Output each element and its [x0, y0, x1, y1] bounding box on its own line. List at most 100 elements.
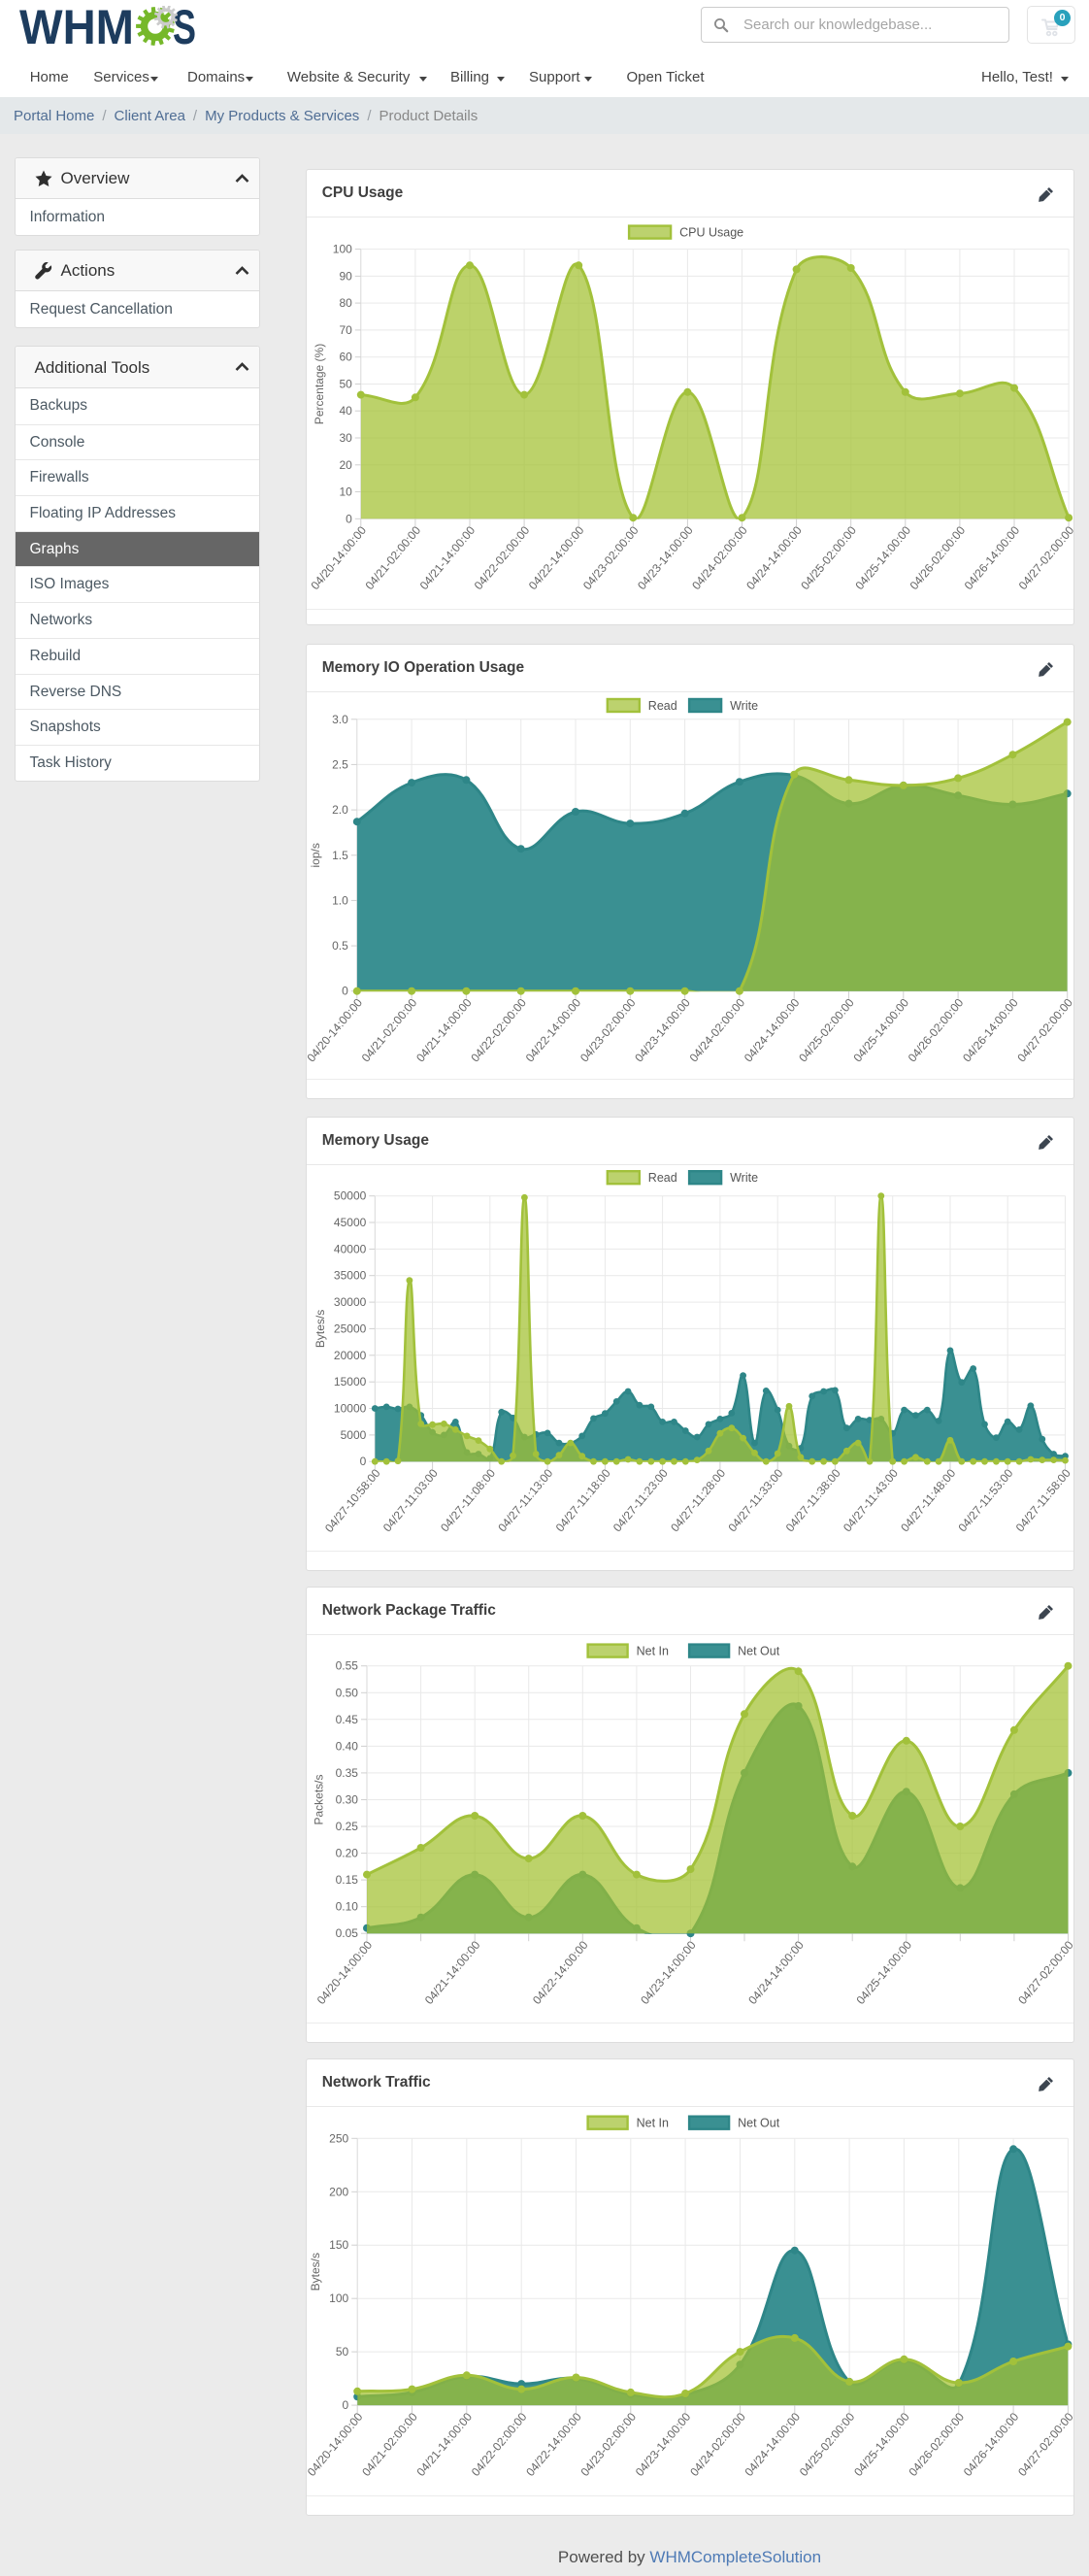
- svg-text:04/24-14:00:00: 04/24-14:00:00: [742, 2409, 803, 2478]
- svg-text:04/27-11:08:00: 04/27-11:08:00: [438, 1466, 498, 1534]
- svg-text:04/26-14:00:00: 04/26-14:00:00: [960, 995, 1021, 1064]
- svg-text:04/27-10:58:00: 04/27-10:58:00: [322, 1466, 383, 1535]
- svg-text:04/27-11:48:00: 04/27-11:48:00: [898, 1466, 958, 1534]
- svg-text:Write: Write: [730, 1171, 758, 1185]
- svg-text:04/20-14:00:00: 04/20-14:00:00: [308, 523, 369, 592]
- svg-text:30: 30: [339, 431, 352, 445]
- svg-text:04/22-14:00:00: 04/22-14:00:00: [523, 2409, 584, 2478]
- svg-text:04/20-14:00:00: 04/20-14:00:00: [314, 1938, 375, 2007]
- svg-text:04/24-02:00:00: 04/24-02:00:00: [687, 2409, 748, 2478]
- svg-text:50000: 50000: [334, 1188, 367, 1202]
- svg-text:20: 20: [339, 458, 352, 472]
- svg-text:04/27-11:03:00: 04/27-11:03:00: [380, 1466, 441, 1534]
- svg-text:04/25-02:00:00: 04/25-02:00:00: [796, 995, 857, 1064]
- svg-text:Net Out: Net Out: [738, 1645, 780, 1658]
- svg-text:10: 10: [339, 485, 352, 499]
- svg-text:iop/s: iop/s: [309, 843, 322, 867]
- svg-text:04/24-02:00:00: 04/24-02:00:00: [686, 995, 747, 1064]
- svg-text:04/24-14:00:00: 04/24-14:00:00: [743, 523, 805, 592]
- svg-text:04/23-14:00:00: 04/23-14:00:00: [635, 523, 696, 592]
- svg-text:04/27-11:28:00: 04/27-11:28:00: [668, 1466, 728, 1534]
- svg-text:70: 70: [339, 323, 352, 337]
- svg-text:50: 50: [339, 378, 352, 391]
- svg-text:04/27-11:23:00: 04/27-11:23:00: [610, 1466, 671, 1534]
- svg-text:Bytes/s: Bytes/s: [309, 2253, 322, 2291]
- svg-text:WHM: WHM: [19, 6, 134, 54]
- svg-text:04/21-02:00:00: 04/21-02:00:00: [359, 2409, 420, 2478]
- svg-text:04/24-14:00:00: 04/24-14:00:00: [745, 1938, 807, 2007]
- svg-text:1.0: 1.0: [332, 893, 348, 907]
- svg-text:04/22-14:00:00: 04/22-14:00:00: [530, 1938, 591, 2007]
- svg-text:0.05: 0.05: [335, 1926, 358, 1940]
- svg-text:250: 250: [329, 2131, 348, 2145]
- svg-text:Percentage (%): Percentage (%): [312, 344, 325, 424]
- svg-text:04/27-02:00:00: 04/27-02:00:00: [1015, 2409, 1074, 2478]
- svg-text:04/27-11:43:00: 04/27-11:43:00: [841, 1466, 901, 1534]
- svg-text:04/27-11:38:00: 04/27-11:38:00: [782, 1466, 842, 1534]
- svg-text:40: 40: [339, 405, 352, 418]
- svg-text:3.0: 3.0: [332, 713, 348, 726]
- svg-text:5000: 5000: [340, 1428, 366, 1442]
- svg-text:50: 50: [336, 2345, 349, 2359]
- svg-text:04/27-02:00:00: 04/27-02:00:00: [1014, 995, 1074, 1064]
- svg-text:04/20-14:00:00: 04/20-14:00:00: [307, 2409, 366, 2478]
- svg-text:2.5: 2.5: [332, 757, 348, 771]
- svg-text:04/25-14:00:00: 04/25-14:00:00: [851, 2409, 912, 2478]
- svg-text:Bytes/s: Bytes/s: [314, 1310, 327, 1348]
- svg-text:04/23-14:00:00: 04/23-14:00:00: [638, 1938, 699, 2007]
- svg-text:150: 150: [329, 2238, 348, 2252]
- svg-text:04/23-02:00:00: 04/23-02:00:00: [578, 995, 639, 1064]
- svg-text:04/22-02:00:00: 04/22-02:00:00: [471, 523, 532, 592]
- svg-text:0.30: 0.30: [335, 1793, 358, 1807]
- svg-text:04/22-02:00:00: 04/22-02:00:00: [469, 2409, 530, 2478]
- svg-text:2.0: 2.0: [332, 803, 348, 817]
- svg-text:04/25-02:00:00: 04/25-02:00:00: [798, 523, 859, 592]
- svg-text:04/26-14:00:00: 04/26-14:00:00: [961, 523, 1022, 592]
- svg-text:04/26-02:00:00: 04/26-02:00:00: [905, 995, 966, 1064]
- svg-text:04/25-14:00:00: 04/25-14:00:00: [853, 1938, 914, 2007]
- svg-text:0.40: 0.40: [335, 1740, 358, 1754]
- svg-text:04/27-02:00:00: 04/27-02:00:00: [1015, 523, 1073, 592]
- svg-text:0.35: 0.35: [335, 1766, 358, 1780]
- svg-text:25000: 25000: [334, 1321, 367, 1335]
- svg-text:40000: 40000: [334, 1242, 367, 1255]
- svg-text:04/21-14:00:00: 04/21-14:00:00: [413, 2409, 475, 2478]
- svg-text:04/21-14:00:00: 04/21-14:00:00: [416, 523, 478, 592]
- svg-text:Net Out: Net Out: [738, 2116, 780, 2129]
- svg-text:35000: 35000: [334, 1268, 367, 1282]
- svg-text:200: 200: [329, 2185, 348, 2198]
- svg-text:04/26-14:00:00: 04/26-14:00:00: [960, 2409, 1021, 2478]
- svg-text:04/23-02:00:00: 04/23-02:00:00: [578, 2409, 639, 2478]
- svg-text:100: 100: [329, 2292, 348, 2305]
- svg-text:04/21-02:00:00: 04/21-02:00:00: [358, 995, 419, 1064]
- svg-text:04/20-14:00:00: 04/20-14:00:00: [307, 995, 365, 1064]
- svg-text:04/22-14:00:00: 04/22-14:00:00: [522, 995, 583, 1064]
- svg-text:CPU Usage: CPU Usage: [679, 226, 743, 240]
- svg-text:04/22-02:00:00: 04/22-02:00:00: [468, 995, 529, 1064]
- svg-text:0.50: 0.50: [335, 1686, 358, 1699]
- svg-text:0.25: 0.25: [335, 1820, 358, 1833]
- svg-text:04/25-14:00:00: 04/25-14:00:00: [852, 523, 913, 592]
- svg-text:04/27-02:00:00: 04/27-02:00:00: [1015, 1938, 1074, 2007]
- svg-text:20000: 20000: [334, 1349, 367, 1362]
- svg-text:04/27-11:53:00: 04/27-11:53:00: [955, 1466, 1015, 1534]
- svg-text:S: S: [173, 6, 196, 54]
- svg-text:Net In: Net In: [636, 1645, 668, 1658]
- svg-text:04/23-14:00:00: 04/23-14:00:00: [632, 2409, 693, 2478]
- svg-text:04/25-02:00:00: 04/25-02:00:00: [796, 2409, 857, 2478]
- svg-text:90: 90: [339, 270, 352, 284]
- svg-text:04/21-02:00:00: 04/21-02:00:00: [362, 523, 423, 592]
- svg-text:04/23-14:00:00: 04/23-14:00:00: [632, 995, 693, 1064]
- svg-text:04/27-11:58:00: 04/27-11:58:00: [1012, 1466, 1072, 1534]
- svg-text:04/24-02:00:00: 04/24-02:00:00: [689, 523, 750, 592]
- svg-text:60: 60: [339, 351, 352, 364]
- svg-text:0: 0: [342, 985, 348, 998]
- svg-text:04/26-02:00:00: 04/26-02:00:00: [907, 523, 968, 592]
- svg-text:0: 0: [346, 513, 352, 526]
- svg-text:04/21-14:00:00: 04/21-14:00:00: [413, 995, 475, 1064]
- svg-text:Read: Read: [647, 1171, 676, 1185]
- svg-text:100: 100: [332, 243, 351, 256]
- svg-text:Write: Write: [730, 699, 758, 713]
- svg-text:04/24-14:00:00: 04/24-14:00:00: [742, 995, 803, 1064]
- svg-text:Read: Read: [647, 699, 676, 713]
